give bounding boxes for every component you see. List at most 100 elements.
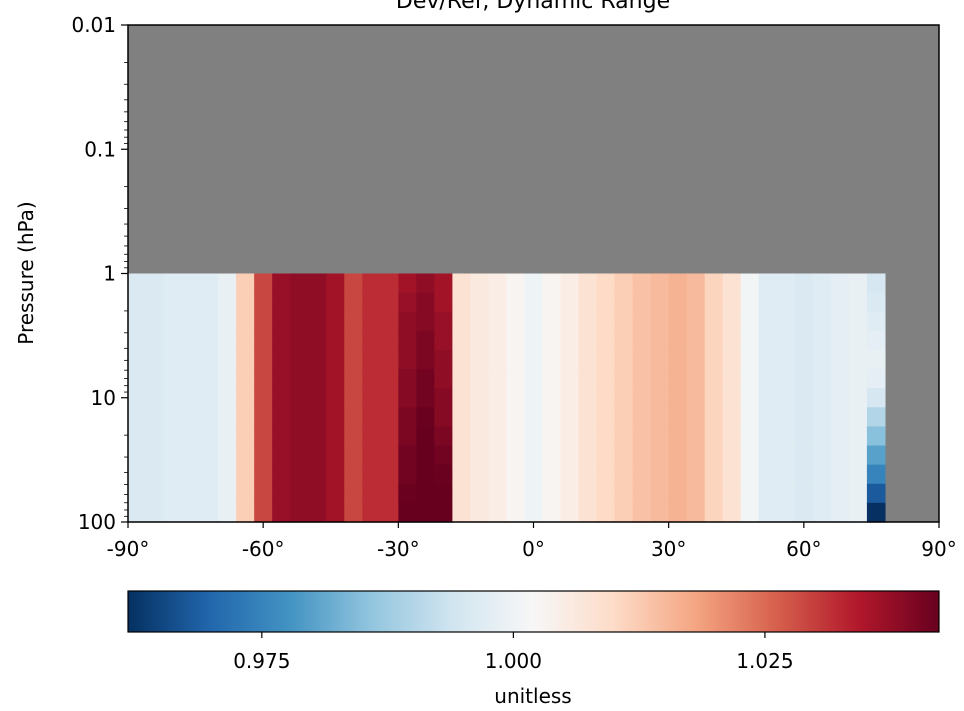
- heatmap-cell: [398, 426, 417, 447]
- heatmap-cell: [668, 426, 688, 447]
- heatmap-cell: [254, 483, 273, 504]
- heatmap-cell: [830, 388, 850, 408]
- heatmap-cell: [398, 483, 417, 504]
- heatmap-cell: [740, 369, 760, 389]
- heatmap-cell: [236, 349, 255, 370]
- heatmap-cell: [380, 464, 399, 485]
- heatmap-cell: [362, 311, 381, 332]
- heatmap-cell: [704, 388, 724, 408]
- heatmap-cell: [506, 483, 526, 504]
- heatmap-cell: [740, 502, 760, 523]
- heatmap-cell: [578, 388, 598, 408]
- heatmap-cell: [866, 349, 886, 370]
- heatmap-cell: [344, 273, 363, 294]
- heatmap-cell: [164, 407, 183, 428]
- heatmap-cell: [596, 349, 616, 370]
- heatmap-cell: [272, 388, 291, 408]
- heatmap-cell: [740, 311, 760, 332]
- heatmap-cell: [218, 407, 237, 428]
- heatmap-cell: [614, 502, 634, 523]
- heatmap-cell: [614, 349, 634, 370]
- heatmap-cell: [848, 407, 868, 428]
- x-tick-label: -30°: [377, 537, 420, 561]
- heatmap-cell: [290, 445, 309, 466]
- heatmap-cell: [794, 426, 814, 447]
- heatmap-cell: [434, 330, 453, 351]
- heatmap-cell: [704, 407, 724, 428]
- heatmap-cell: [380, 445, 399, 466]
- heatmap-cell: [614, 330, 634, 351]
- heatmap-cell: [398, 311, 417, 332]
- heatmap-cell: [722, 273, 742, 294]
- heatmap-cell: [542, 330, 562, 351]
- heatmap-cell: [362, 273, 381, 294]
- heatmap-cell: [506, 445, 526, 466]
- heatmap-cell: [398, 369, 417, 389]
- heatmap-cell: [218, 311, 237, 332]
- heatmap-cell: [848, 273, 868, 294]
- heatmap-cell: [272, 369, 291, 389]
- y-axis: 0.01 0.1 1 10 100: [71, 13, 128, 534]
- heatmap-cell: [668, 349, 688, 370]
- heatmap-cell: [596, 292, 616, 313]
- heatmap-cell: [416, 330, 435, 351]
- heatmap-cell: [326, 273, 345, 294]
- heatmap-cell: [398, 464, 417, 485]
- heatmap-cell: [452, 407, 472, 428]
- heatmap-cell: [380, 388, 399, 408]
- heatmap-cell: [236, 273, 255, 294]
- heatmap-cell: [686, 292, 706, 313]
- heatmap-cell: [506, 464, 526, 485]
- heatmap-cell: [596, 388, 616, 408]
- heatmap-cell: [722, 292, 742, 313]
- heatmap-cell: [578, 369, 598, 389]
- heatmap-cell: [200, 388, 219, 408]
- heatmap-cell: [614, 388, 634, 408]
- heatmap-cell: [164, 388, 183, 408]
- heatmap-cell: [470, 292, 490, 313]
- heatmap-cell: [488, 483, 508, 504]
- heatmap-cell: [650, 311, 670, 332]
- heatmap-cell: [200, 426, 219, 447]
- heatmap-cell: [200, 369, 219, 389]
- heatmap-cell: [596, 445, 616, 466]
- heatmap-cell: [272, 502, 291, 523]
- heatmap-cell: [830, 311, 850, 332]
- y-axis-label: Pressure (hPa): [14, 201, 38, 344]
- heatmap-cell: [866, 311, 886, 332]
- heatmap-cell: [236, 483, 255, 504]
- heatmap-cell: [488, 349, 508, 370]
- heatmap-cell: [632, 292, 652, 313]
- heatmap-cell: [596, 464, 616, 485]
- heatmap-cell: [794, 464, 814, 485]
- heatmap-cell: [578, 349, 598, 370]
- heatmap-cell: [614, 311, 634, 332]
- heatmap-cell: [830, 349, 850, 370]
- heatmap-cell: [272, 407, 291, 428]
- heatmap-cell: [848, 369, 868, 389]
- heatmap-cell: [524, 388, 544, 408]
- heatmap-cell: [236, 292, 255, 313]
- heatmap-cell: [686, 464, 706, 485]
- heatmap-cell: [794, 388, 814, 408]
- heatmap-cell: [668, 502, 688, 523]
- heatmap-cell: [488, 330, 508, 351]
- heatmap-cell: [452, 311, 472, 332]
- heatmap-cell: [434, 445, 453, 466]
- heatmap-cell: [452, 388, 472, 408]
- heatmap-cell: [776, 330, 796, 351]
- heatmap-cell: [218, 349, 237, 370]
- heatmap-cell: [794, 483, 814, 504]
- heatmap-cell: [452, 483, 472, 504]
- heatmap-cell: [650, 292, 670, 313]
- heatmap-cell: [344, 311, 363, 332]
- heatmap-cell: [362, 330, 381, 351]
- heatmap-cell: [488, 407, 508, 428]
- heatmap-cell: [632, 349, 652, 370]
- heatmap-cell: [470, 311, 490, 332]
- heatmap-cell: [380, 349, 399, 370]
- heatmap-cell: [632, 502, 652, 523]
- heatmap-cell: [560, 445, 580, 466]
- heatmap-cell: [182, 292, 201, 313]
- heatmap-cell: [812, 369, 832, 389]
